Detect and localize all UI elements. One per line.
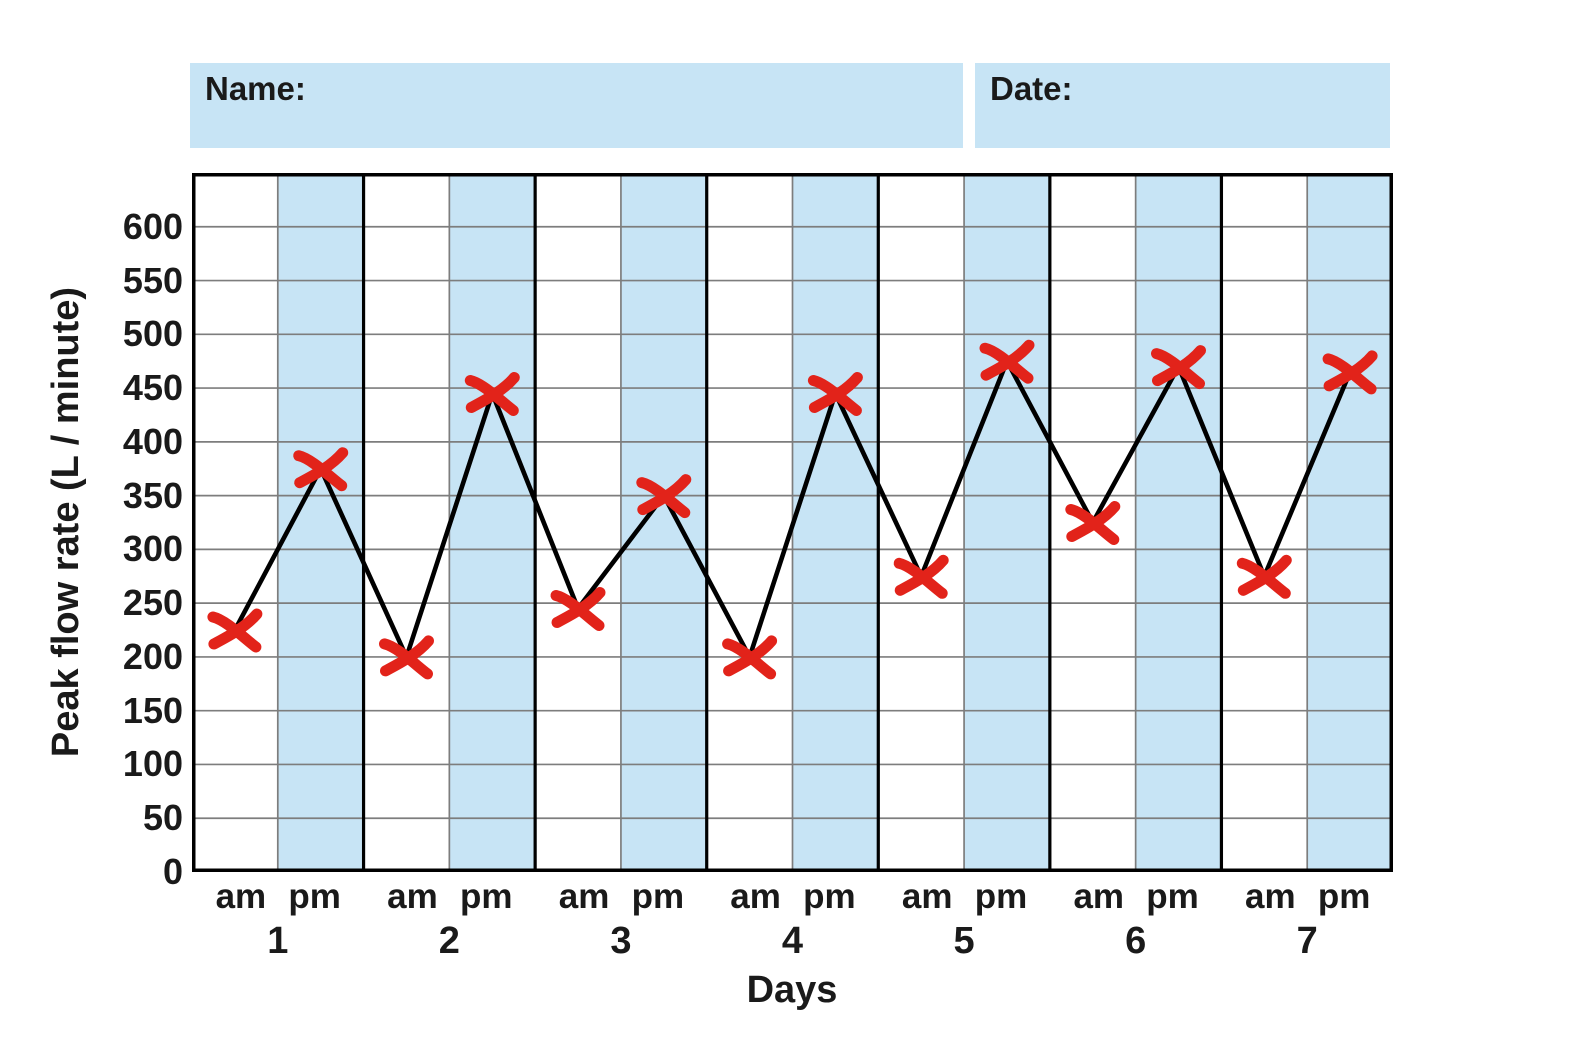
y-tick-label: 50 (142, 797, 183, 839)
x-tick-am-label: am (387, 877, 438, 916)
date-field[interactable]: Date: (975, 63, 1390, 148)
data-point-marker-x (293, 447, 349, 492)
data-line (232, 358, 1353, 660)
x-tick-am-label: am (901, 877, 953, 916)
data-point-marker-x (1322, 350, 1378, 395)
x-marker-stroke (1152, 345, 1206, 387)
y-tick-label: 200 (122, 635, 183, 677)
pm-band (1135, 173, 1222, 872)
data-point-marker-x (722, 635, 778, 680)
pm-band (964, 173, 1050, 872)
y-tick-label: 100 (122, 743, 183, 785)
x-tick-day-number: 3 (610, 920, 632, 962)
y-tick-label: 0 (162, 851, 183, 892)
x-tick-pm-label: pm (631, 877, 685, 916)
peak-flow-chart (192, 173, 1393, 872)
data-point-marker-x (464, 372, 520, 416)
data-point-marker-x (1151, 345, 1206, 390)
x-marker-stroke (808, 372, 863, 413)
y-tick-label: 600 (122, 205, 183, 247)
x-tick-am-label: am (558, 877, 610, 916)
chart-canvas (192, 173, 1393, 872)
x-marker-stroke (1323, 350, 1378, 392)
y-tick-label: 400 (122, 420, 183, 462)
name-field[interactable]: Name: (190, 63, 963, 148)
data-point-marker-x (636, 474, 692, 519)
x-tick-pm-label: pm (288, 877, 341, 916)
x-marker-stroke (723, 635, 778, 677)
data-point-marker-x (1065, 501, 1121, 545)
y-tick-label: 500 (122, 313, 183, 355)
x-tick-am-label: am (215, 877, 267, 916)
x-marker-stroke (637, 474, 692, 516)
date-label: Date: (990, 70, 1073, 107)
x-marker-stroke (551, 587, 606, 628)
data-point-marker-x (893, 554, 949, 599)
x-tick-day-number: 7 (1296, 920, 1318, 962)
x-marker-stroke (294, 447, 349, 489)
x-axis-title: Days (746, 969, 838, 1011)
x-tick-pm-label: pm (803, 877, 856, 916)
x-tick-am-label: am (1245, 877, 1296, 916)
x-marker-stroke (1237, 554, 1292, 596)
pm-band (1307, 173, 1393, 872)
data-point-marker-x (379, 635, 434, 680)
x-tick-day-number: 2 (438, 920, 460, 962)
data-point-marker-x (807, 372, 863, 416)
y-tick-label: 450 (122, 367, 183, 409)
y-tick-label: 350 (122, 474, 183, 516)
x-tick-day-number: 5 (953, 920, 975, 962)
y-tick-label: 250 (122, 582, 183, 624)
x-marker-stroke (894, 554, 949, 596)
data-point-marker-x (1236, 554, 1292, 599)
data-point-marker-x (207, 608, 263, 653)
x-tick-day-number: 4 (781, 920, 804, 962)
x-tick-pm-label: pm (1317, 877, 1371, 916)
x-tick-pm-label: pm (460, 877, 513, 916)
pm-band (792, 173, 879, 872)
x-tick-day-number: 1 (267, 920, 289, 962)
pm-band (449, 173, 536, 872)
pm-band (620, 173, 707, 872)
x-tick-day-number: 6 (1125, 920, 1147, 962)
y-tick-label: 550 (122, 259, 183, 301)
y-tick-label: 150 (122, 689, 183, 731)
x-marker-stroke (208, 608, 263, 650)
x-marker-stroke (1066, 501, 1121, 542)
plot-border (192, 173, 1393, 872)
x-tick-am-label: am (1073, 877, 1125, 916)
data-point-marker-x (979, 339, 1035, 384)
x-marker-stroke (980, 339, 1035, 381)
y-tick-label: 300 (122, 528, 183, 570)
x-tick-pm-label: pm (974, 877, 1028, 916)
x-marker-stroke (465, 372, 520, 413)
x-tick-am-label: am (730, 877, 781, 916)
data-point-marker-x (550, 587, 606, 631)
x-marker-stroke (380, 635, 434, 677)
x-tick-pm-label: pm (1146, 877, 1199, 916)
name-label: Name: (205, 70, 306, 107)
